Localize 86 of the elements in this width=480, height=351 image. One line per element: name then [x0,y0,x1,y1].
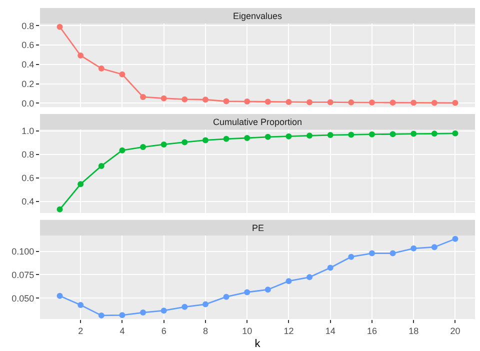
point [78,302,84,308]
point [410,100,417,106]
point [223,136,230,142]
x-tick-label: 4 [120,326,125,336]
point [390,100,396,106]
point [368,100,375,106]
point [244,134,250,141]
y-tick-label: 0.2 [22,78,34,89]
point [56,206,63,212]
x-tick-label: 18 [408,326,419,336]
point [368,250,375,256]
point [368,131,375,138]
point [223,294,230,300]
point [202,301,208,308]
point [160,141,167,148]
point [244,98,250,105]
point [182,139,188,146]
y-tick-label: 0.100 [12,246,34,256]
point [264,98,271,105]
point [327,99,334,106]
point [452,130,458,136]
y-tick-label: 0.8 [22,20,34,31]
point [98,162,104,169]
point [140,144,146,150]
point [286,278,292,284]
y-tick-label: 0.6 [22,172,34,183]
point [140,94,146,100]
x-tick-label: 20 [450,326,460,336]
point [327,264,334,271]
point [98,65,104,72]
point [119,312,126,318]
point [306,99,313,106]
point [286,133,292,140]
x-tick-label: 14 [325,326,336,336]
y-tick-label: 0.0 [22,98,34,108]
y-tick-label: 1.0 [22,126,34,136]
point [410,245,417,252]
point [56,24,63,30]
y-tick-label: 0.4 [22,196,34,206]
point [140,310,146,316]
x-tick-label: 8 [202,326,208,336]
point [160,308,167,314]
x-tick-label: 10 [242,326,252,336]
y-tick-label: 0.075 [12,270,34,280]
y-tick-label: 0.4 [22,60,34,70]
point [348,99,354,106]
point [244,289,250,296]
y-tick-label: 0.050 [12,293,34,304]
chart-title: PE [252,223,264,233]
point [348,254,354,260]
point [348,132,354,138]
y-tick-label: 0.8 [22,149,34,160]
point [202,137,208,144]
point [306,274,313,280]
point [431,244,438,250]
point [264,134,271,140]
point [390,250,396,256]
point [390,131,396,138]
y-tick-label: 0.6 [22,40,34,50]
x-tick-label: 2 [78,326,84,336]
point [410,130,417,137]
point [452,100,458,106]
x-tick-label: 16 [366,326,377,336]
x-tick-label: 12 [284,326,294,336]
point [431,130,438,137]
x-tick-label: 6 [161,326,166,336]
point [202,96,208,103]
point [327,132,334,138]
chart-title: Eigenvalues [233,11,283,21]
point [223,98,230,104]
point [286,98,292,105]
point [452,236,458,242]
point [306,132,313,139]
point [98,312,104,318]
point [160,95,167,102]
point [182,304,188,310]
point [119,71,126,78]
point [431,100,438,106]
point [182,96,188,102]
point [119,147,126,154]
x-axis-title: k [254,338,261,350]
point [264,286,271,293]
point [56,292,63,299]
chart-title: Cumulative Proportion [213,117,302,127]
point [78,52,84,59]
point [78,181,84,188]
